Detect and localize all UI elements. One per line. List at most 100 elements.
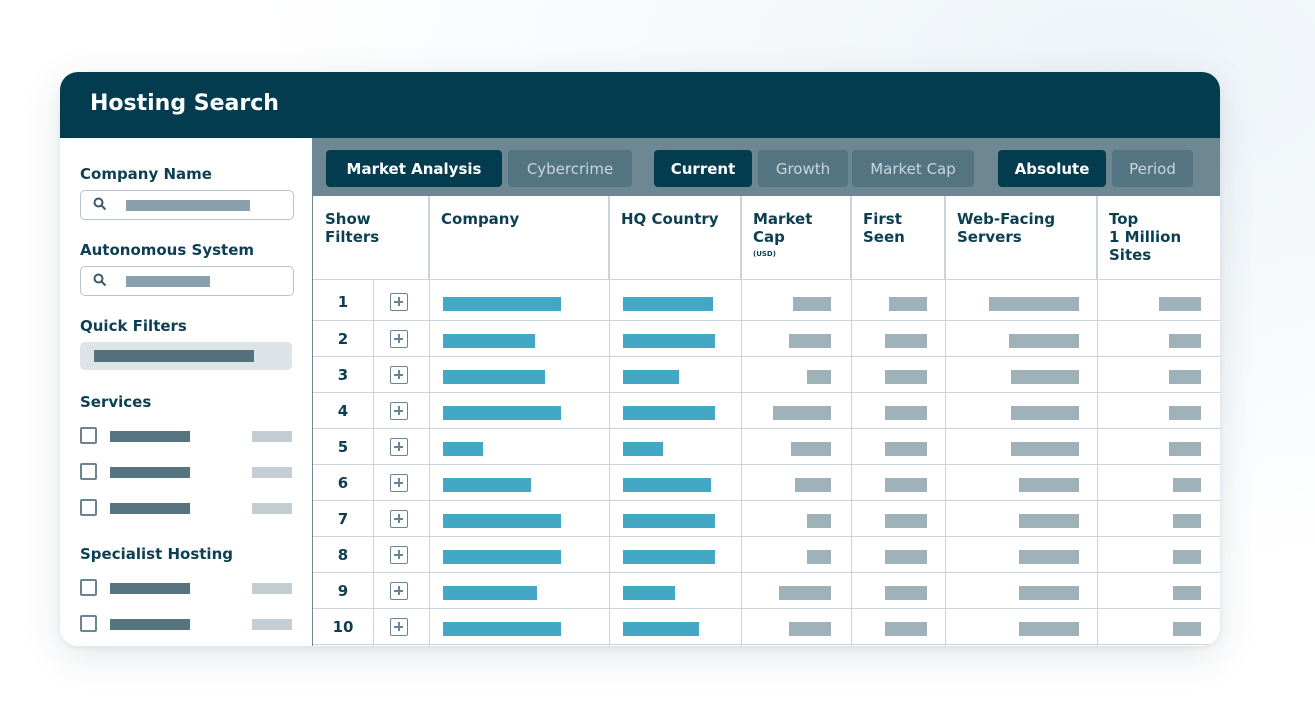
results-table: Show Filters Company HQ Country Market Cap (… [312, 196, 1220, 646]
expand-filters-icon[interactable] [390, 366, 408, 384]
table-row[interactable]: 1 [313, 280, 1220, 321]
row-rank: 2 [337, 330, 349, 348]
hq-country-value[interactable] [623, 550, 715, 564]
checkbox[interactable] [80, 499, 97, 516]
column-header-web-facing-servers[interactable]: Web-Facing Servers [945, 196, 1097, 279]
expand-filters-icon[interactable] [390, 330, 408, 348]
company-name-link[interactable] [443, 334, 535, 348]
table-row[interactable]: 8 [313, 537, 1220, 573]
company-name-label: Company Name [80, 165, 212, 183]
hq-country-value[interactable] [623, 406, 715, 420]
row-rank: 7 [337, 510, 349, 528]
company-name-link[interactable] [443, 550, 561, 564]
tab-absolute[interactable]: Absolute [998, 150, 1106, 187]
filter-option-label [110, 467, 190, 478]
market-cap-value [795, 478, 831, 492]
column-header-label: HQ Country [621, 210, 719, 228]
web-facing-servers-value [1019, 514, 1079, 528]
table-row[interactable]: 5 [313, 429, 1220, 465]
row-rank: 5 [337, 438, 349, 456]
column-divider [851, 196, 852, 646]
web-facing-servers-value [1019, 622, 1079, 636]
tab-cybercrime[interactable]: Cybercrime [508, 150, 632, 187]
table-row[interactable]: 10 [313, 609, 1220, 645]
column-header-top-1-million-sites[interactable]: Top 1 Million Sites [1097, 196, 1220, 279]
hq-country-value[interactable] [623, 442, 663, 456]
tab-current[interactable]: Current [654, 150, 752, 187]
expand-filters-icon[interactable] [390, 510, 408, 528]
header-divider [313, 279, 1220, 280]
services-filter-option[interactable] [80, 499, 292, 519]
filter-option-count [252, 619, 292, 630]
column-header-show-filters[interactable]: Show Filters [313, 196, 429, 279]
tab-period[interactable]: Period [1112, 150, 1193, 187]
filter-option-label [110, 619, 190, 630]
company-name-link[interactable] [443, 514, 561, 528]
hq-country-value[interactable] [623, 622, 699, 636]
company-name-link[interactable] [443, 370, 545, 384]
web-facing-servers-value [1011, 406, 1079, 420]
hq-country-value[interactable] [623, 370, 679, 384]
tab-growth[interactable]: Growth [758, 150, 848, 187]
autonomous-system-search-input[interactable] [80, 266, 294, 296]
company-name-link[interactable] [443, 622, 561, 636]
expand-filters-icon[interactable] [390, 402, 408, 420]
company-name-search-input[interactable] [80, 190, 294, 220]
hq-country-value[interactable] [623, 586, 675, 600]
hq-country-value[interactable] [623, 297, 713, 311]
company-name-link[interactable] [443, 478, 531, 492]
services-filter-option[interactable] [80, 463, 292, 483]
web-facing-servers-value [1019, 550, 1079, 564]
hq-country-value[interactable] [623, 478, 711, 492]
hosting-search-window: Hosting Search Company Name Autonomous S… [60, 72, 1220, 646]
hq-country-value[interactable] [623, 514, 715, 528]
window-title: Hosting Search [90, 91, 279, 116]
market-cap-value [789, 334, 831, 348]
specialist-hosting-filter-option[interactable] [80, 579, 292, 599]
expand-filters-icon[interactable] [390, 546, 408, 564]
specialist-hosting-filter-option[interactable] [80, 615, 292, 635]
company-name-link[interactable] [443, 442, 483, 456]
table-row[interactable]: 9 [313, 573, 1220, 609]
company-name-link[interactable] [443, 586, 537, 600]
expand-filters-icon[interactable] [390, 618, 408, 636]
company-name-link[interactable] [443, 406, 561, 420]
column-header-label: Web-Facing Servers [957, 210, 1056, 246]
filter-option-count [252, 503, 292, 514]
results-panel: Market Analysis Cybercrime Current Growth Ma… [312, 138, 1220, 646]
checkbox[interactable] [80, 579, 97, 596]
quick-filter-select[interactable] [80, 342, 292, 370]
table-row[interactable]: 2 [313, 321, 1220, 357]
quick-filter-value [94, 350, 254, 362]
expand-filters-icon[interactable] [390, 582, 408, 600]
checkbox[interactable] [80, 615, 97, 632]
hq-country-value[interactable] [623, 334, 715, 348]
table-row[interactable]: 7 [313, 501, 1220, 537]
column-header-first-seen[interactable]: First Seen [851, 196, 945, 279]
expand-filters-icon[interactable] [390, 293, 408, 311]
checkbox[interactable] [80, 427, 97, 444]
column-divider [945, 196, 946, 646]
column-header-hq-country[interactable]: HQ Country [609, 196, 741, 279]
expand-filters-icon[interactable] [390, 438, 408, 456]
tab-market-cap[interactable]: Market Cap [852, 150, 974, 187]
table-row[interactable]: 3 [313, 357, 1220, 393]
checkbox[interactable] [80, 463, 97, 480]
quick-filters-label: Quick Filters [80, 317, 187, 335]
table-row[interactable]: 6 [313, 465, 1220, 501]
expand-filters-icon[interactable] [390, 474, 408, 492]
services-filter-option[interactable] [80, 427, 292, 447]
tab-market-analysis[interactable]: Market Analysis [326, 150, 502, 187]
column-header-market-cap[interactable]: Market Cap (USD) [741, 196, 851, 279]
company-name-link[interactable] [443, 297, 561, 311]
title-bar: Hosting Search [60, 72, 1220, 138]
first-seen-value [885, 478, 927, 492]
top-1-million-sites-value [1173, 550, 1201, 564]
search-icon [93, 273, 107, 287]
table-row[interactable]: 4 [313, 393, 1220, 429]
market-cap-value [791, 442, 831, 456]
column-divider [741, 196, 742, 646]
top-1-million-sites-value [1173, 586, 1201, 600]
row-rank: 10 [332, 618, 354, 636]
column-header-company[interactable]: Company [429, 196, 609, 279]
